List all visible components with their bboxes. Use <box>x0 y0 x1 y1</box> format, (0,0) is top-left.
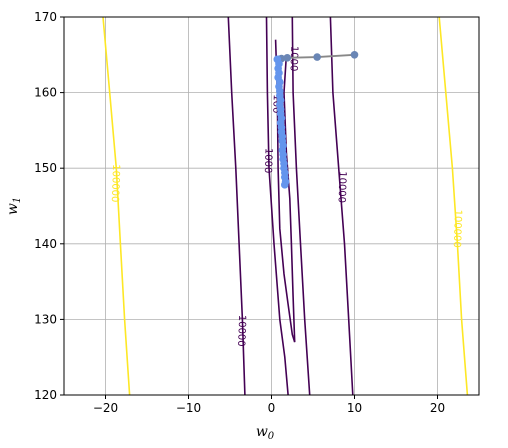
contour-line-1000 <box>265 17 289 395</box>
path-point <box>313 53 321 61</box>
contour-label: 10000 <box>335 171 347 203</box>
contour-line-100000 <box>102 17 131 395</box>
contour-label: 100 <box>270 94 282 113</box>
y-tick-label: 140 <box>34 237 57 251</box>
y-tick-label: 170 <box>34 10 57 24</box>
x-axis-label: w0 <box>256 424 275 442</box>
contour-line-100000 <box>438 17 469 395</box>
y-tick-label: 150 <box>34 161 57 175</box>
cluster-point <box>280 181 289 189</box>
y-tick-label: 120 <box>34 388 57 402</box>
contour-label: 1000 <box>262 148 274 174</box>
x-tick-label: 0 <box>268 401 276 415</box>
path-point <box>283 54 292 62</box>
contour-lines <box>102 17 469 395</box>
y-tick-label: 130 <box>34 312 57 326</box>
x-tick-label: 20 <box>430 401 445 415</box>
path-point <box>350 51 359 59</box>
contour-line-1000 <box>291 17 311 395</box>
y-axis-label: w1 <box>5 197 23 215</box>
y-tick-label: 160 <box>34 86 57 100</box>
contour-label: 100000 <box>451 209 463 248</box>
contour-line-10000 <box>329 17 354 395</box>
descent-cluster <box>273 55 290 189</box>
x-tick-label: −10 <box>176 401 201 415</box>
contour-line-100 <box>283 54 296 343</box>
x-tick-label: −20 <box>93 401 118 415</box>
x-axis-ticks: −20 −10 0 10 20 <box>93 395 445 415</box>
contour-label: 100000 <box>109 164 121 203</box>
contour-line-10000 <box>227 17 246 395</box>
descent-path <box>275 51 359 64</box>
contour-label: 10000 <box>235 315 247 347</box>
x-tick-label: 10 <box>347 401 362 415</box>
y-axis-ticks: 120 130 140 150 160 170 <box>34 10 64 402</box>
